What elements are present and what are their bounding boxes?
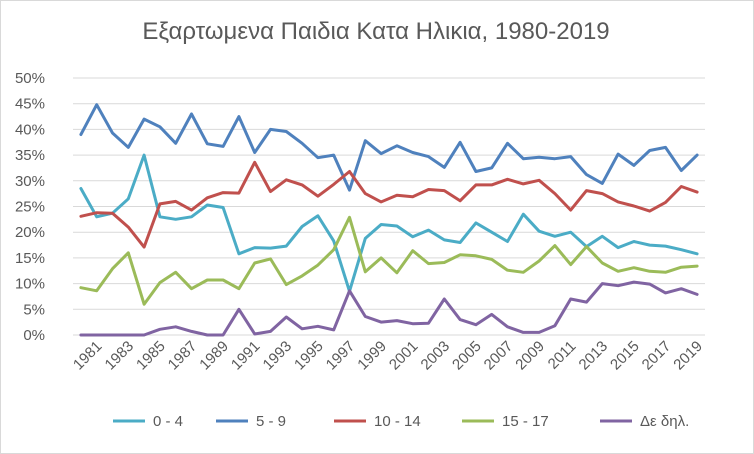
series-line-3 xyxy=(79,215,699,306)
x-tick-label: 1997 xyxy=(323,338,359,374)
series-line-4 xyxy=(79,280,699,337)
gridlines xyxy=(73,77,705,310)
y-tick-label: 50% xyxy=(15,70,45,87)
x-tick-label: 2011 xyxy=(545,338,580,373)
series-line-0 xyxy=(79,153,699,293)
y-tick-label: 5% xyxy=(23,301,45,318)
y-tick-label: 35% xyxy=(15,147,45,164)
x-tick-label: 1985 xyxy=(133,338,169,374)
y-tick-label: 20% xyxy=(15,224,45,241)
x-tick-label: 2019 xyxy=(670,338,706,374)
x-tick-label: 2015 xyxy=(607,338,643,374)
x-tick-label: 2007 xyxy=(481,338,517,374)
series-line-1 xyxy=(79,103,699,192)
legend-label-3: 15 - 17 xyxy=(502,413,549,430)
legend: 0 - 4 5 - 9 10 - 14 15 - 17 Δε δηλ. xyxy=(113,413,689,430)
x-tick-label: 1995 xyxy=(291,338,327,374)
legend-label-0: 0 - 4 xyxy=(153,413,183,430)
x-tick-label: 1981 xyxy=(70,338,106,374)
series-lines xyxy=(79,103,699,337)
x-tick-label: 2001 xyxy=(386,338,422,374)
legend-label-1: 5 - 9 xyxy=(256,413,286,430)
x-tick-label: 2017 xyxy=(639,338,675,374)
x-axis-tick-labels: 1981198319851987198919911993199519971999… xyxy=(70,338,706,374)
x-tick-label: 1991 xyxy=(228,338,264,374)
x-tick-label: 1993 xyxy=(260,338,296,374)
series-line-2 xyxy=(79,160,699,249)
x-tick-label: 1983 xyxy=(102,338,138,374)
y-tick-label: 0% xyxy=(23,327,45,344)
x-tick-label: 1999 xyxy=(354,338,390,374)
y-tick-label: 45% xyxy=(15,96,45,113)
x-tick-label: 2009 xyxy=(512,338,548,374)
x-tick-label: 2003 xyxy=(418,338,454,374)
y-tick-label: 40% xyxy=(15,121,45,138)
x-tick-label: 2013 xyxy=(576,338,612,374)
legend-label-4: Δε δηλ. xyxy=(640,413,689,430)
chart-title: Εξαρτωμενα Παιδια Κατα Ηλικια, 1980-2019 xyxy=(142,18,610,45)
y-tick-label: 30% xyxy=(15,173,45,190)
x-tick-label: 2005 xyxy=(449,338,485,374)
legend-label-2: 10 - 14 xyxy=(374,413,421,430)
y-tick-label: 25% xyxy=(15,199,45,216)
y-tick-label: 10% xyxy=(15,276,45,293)
x-tick-label: 1989 xyxy=(196,338,232,374)
y-tick-label: 15% xyxy=(15,250,45,267)
y-axis-tick-labels: 0% 5% 10% 15% 20% 25% 30% 35% 40% 45% 50% xyxy=(15,70,45,344)
x-tick-label: 1987 xyxy=(165,338,201,374)
